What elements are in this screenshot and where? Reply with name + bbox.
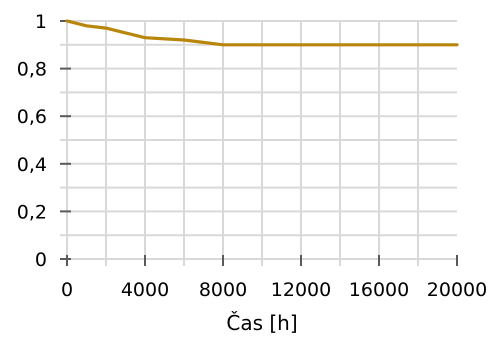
series-layer — [65, 19, 459, 47]
y-tick-label: 0,4 — [17, 154, 47, 176]
axis-layer — [60, 20, 458, 266]
x-tick-label: 8000 — [199, 279, 247, 301]
x-tick-label: 0 — [61, 279, 73, 301]
y-tick-label: 1 — [35, 11, 47, 33]
label-layer: 0 0,2 0,4 0,6 0,8 1 0 4000 8000 12000 16000 20000 — [17, 11, 487, 301]
x-tick-label: 16000 — [349, 279, 409, 301]
y-tick-label: 0,2 — [17, 201, 47, 223]
series-line — [65, 19, 459, 47]
x-axis-title: Čas [h] — [226, 311, 297, 335]
x-tick-label: 4000 — [121, 279, 169, 301]
y-tick-label: 0 — [35, 249, 47, 271]
grid-layer — [67, 20, 457, 259]
x-tick-label: 20000 — [427, 279, 487, 301]
y-tick-label: 0,6 — [17, 106, 47, 128]
y-tick-label: 0,8 — [17, 59, 47, 81]
x-tick-label: 12000 — [271, 279, 331, 301]
